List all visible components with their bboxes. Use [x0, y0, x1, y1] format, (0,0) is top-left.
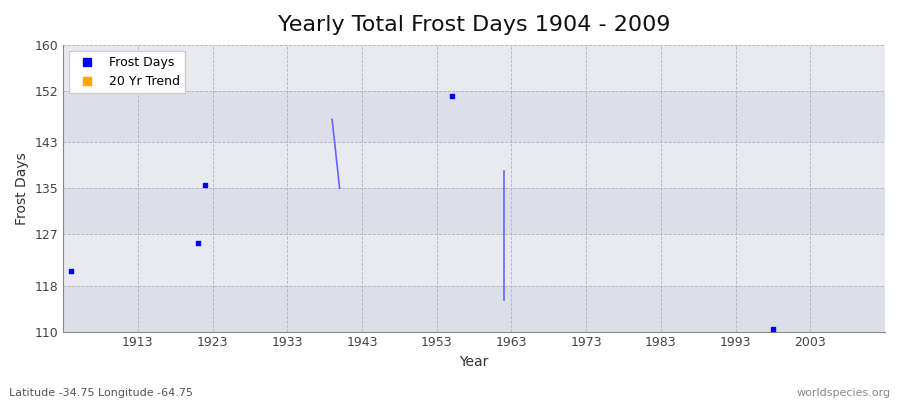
Title: Yearly Total Frost Days 1904 - 2009: Yearly Total Frost Days 1904 - 2009: [278, 15, 670, 35]
Text: worldspecies.org: worldspecies.org: [796, 388, 891, 398]
Bar: [63, 286, 885, 332]
Bar: [63, 188, 885, 234]
Bar: [63, 91, 885, 142]
Point: [191, 240, 205, 246]
Bar: [63, 234, 885, 286]
Point: [198, 182, 212, 188]
Y-axis label: Frost Days: Frost Days: [15, 152, 29, 225]
X-axis label: Year: Year: [459, 355, 489, 369]
Point: [445, 93, 459, 100]
Bar: [63, 142, 885, 188]
Bar: [63, 45, 885, 91]
Legend: Frost Days, 20 Yr Trend: Frost Days, 20 Yr Trend: [69, 51, 185, 93]
Point: [766, 326, 780, 332]
Text: Latitude -34.75 Longitude -64.75: Latitude -34.75 Longitude -64.75: [9, 388, 193, 398]
Point: [63, 268, 77, 274]
